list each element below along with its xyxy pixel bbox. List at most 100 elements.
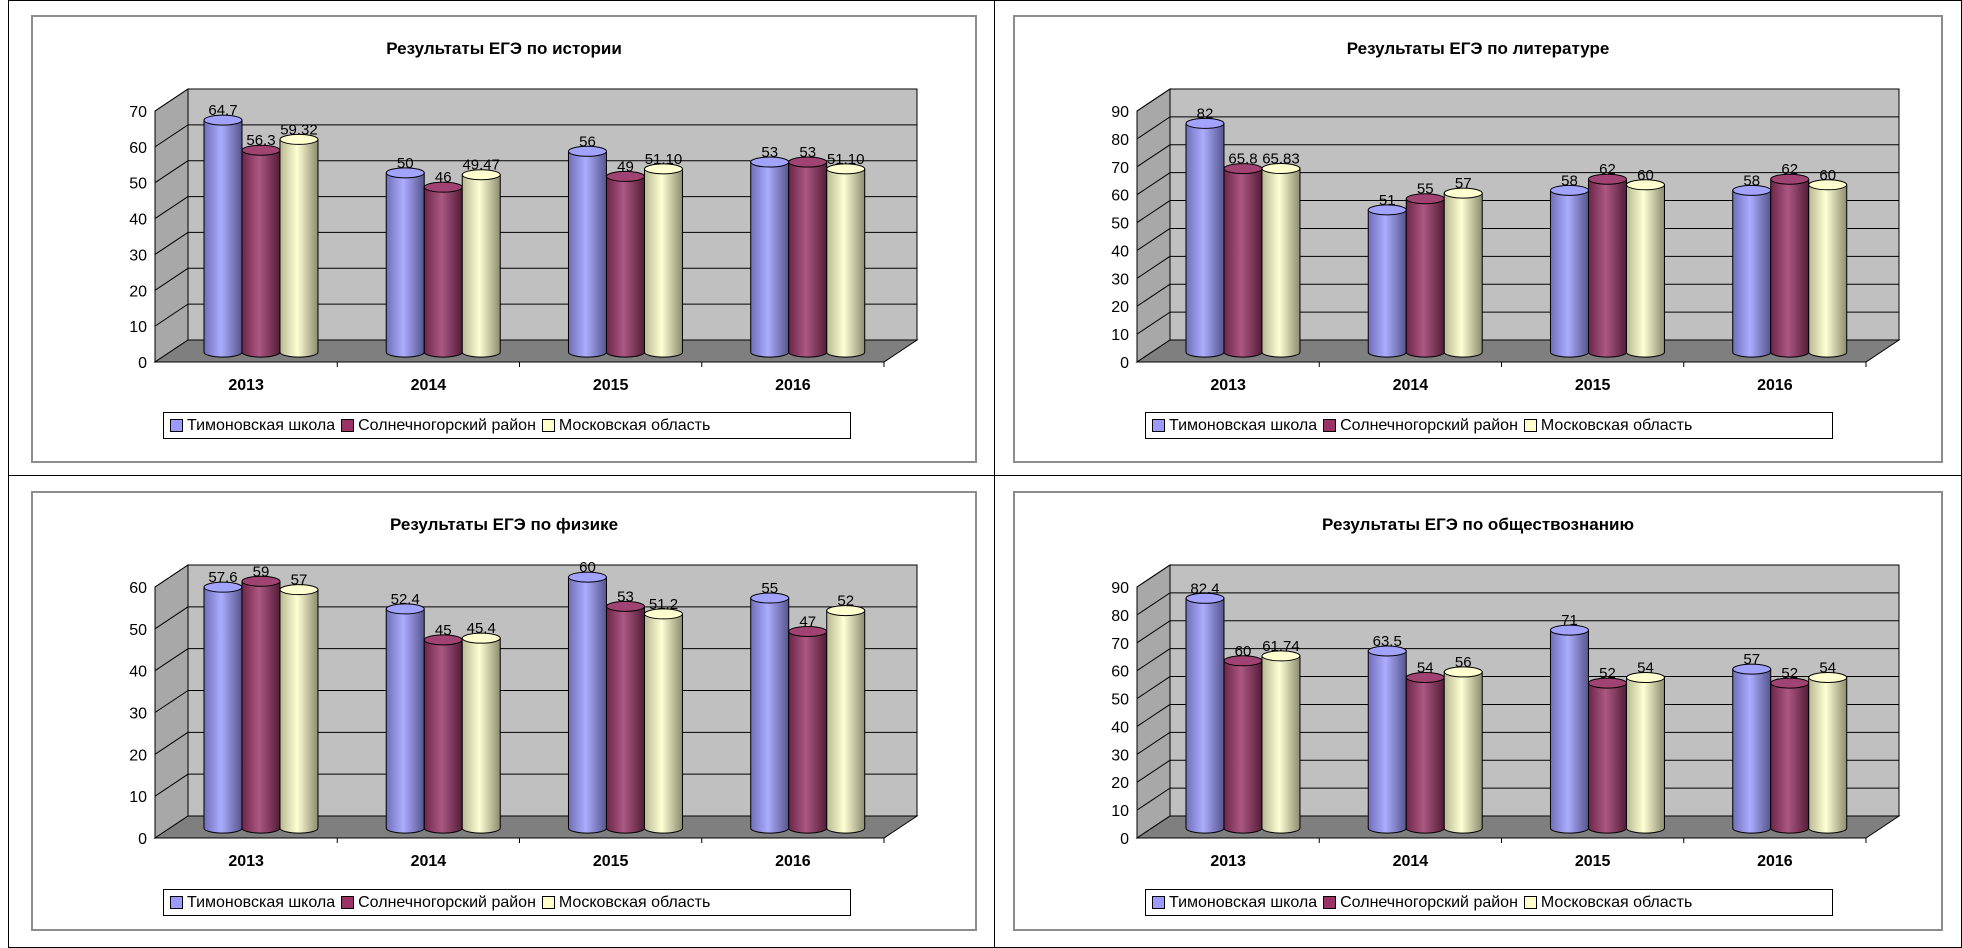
bar-top (1549, 624, 1589, 636)
legend-swatch-school (1152, 419, 1165, 432)
bar (750, 161, 790, 358)
bar-top (1443, 187, 1483, 199)
plot-side-wall (1136, 564, 1171, 839)
legend-item-district: Солнечногорский район (1323, 417, 1518, 435)
data-label: 46 (435, 169, 452, 186)
bar (1223, 660, 1263, 834)
y-tick-label: 0 (1120, 831, 1129, 848)
y-tick-label: 10 (1111, 803, 1129, 820)
y-tick-label: 80 (1111, 608, 1129, 625)
bar (203, 119, 243, 358)
legend-swatch-region (1523, 896, 1537, 909)
gridline-side (154, 160, 189, 184)
bar-top (788, 156, 828, 168)
bar (1770, 178, 1810, 358)
bar-top (1808, 179, 1848, 191)
data-label: 54 (1819, 660, 1836, 677)
bar-top (1443, 666, 1483, 678)
data-label: 51.10 (827, 151, 865, 168)
chart-frame-history: Результаты ЕГЭ по истории 0 10 20 30 40 50 60 7… (31, 15, 977, 463)
bar-top (279, 133, 319, 145)
legend-item-district: Солнечногорский район (341, 894, 536, 912)
gridline-side (1136, 564, 1171, 588)
y-tick-label: 40 (129, 664, 147, 681)
gridline-side (154, 773, 189, 797)
bar-top (385, 167, 425, 179)
data-label: 60 (1637, 167, 1654, 184)
gridline-side (1136, 228, 1171, 251)
legend-label-school: Тимоновская школа (187, 893, 336, 911)
bar (605, 175, 645, 358)
bar-top (461, 169, 501, 181)
y-tick-label: 0 (138, 355, 147, 372)
data-label: 58 (1743, 172, 1760, 189)
x-tick-label: 2014 (1393, 853, 1429, 870)
gridline-side (1136, 592, 1171, 616)
bar-top (1185, 592, 1225, 604)
legend-item-region: Московская область (541, 417, 710, 435)
y-tick-label: 60 (1111, 664, 1129, 681)
bar (461, 174, 501, 358)
bar (567, 150, 607, 358)
legend-item-region: Московская область (1523, 417, 1692, 435)
data-label: 47 (799, 613, 816, 630)
y-tick-label: 20 (129, 283, 147, 300)
gridline-side (1136, 620, 1171, 644)
legend-swatch-district (341, 896, 355, 909)
chart-title-literature: Результаты ЕГЭ по литературе (1346, 39, 1610, 58)
chart-literature: 0 10 20 30 40 50 60 70 80 90 2013 82 65.8 65.83 2014 51… (1111, 88, 1901, 394)
y-tick-label: 10 (129, 319, 147, 336)
bar-top (385, 603, 425, 615)
legend-item-district: Солнечногорский район (1323, 894, 1518, 912)
y-tick-label: 40 (1111, 719, 1129, 736)
bar (1367, 209, 1407, 358)
legend-swatch-district (1323, 896, 1337, 909)
plot-side-wall (154, 88, 189, 363)
legend-label-school: Тимоновская школа (1169, 416, 1318, 434)
data-label: 54 (1417, 660, 1434, 677)
bar (1549, 629, 1589, 834)
gridline-side (1136, 88, 1171, 112)
bar-top (826, 163, 866, 175)
data-label: 65.83 (1262, 151, 1300, 168)
bar (643, 613, 683, 834)
bar (1405, 677, 1445, 834)
y-tick-label: 50 (129, 622, 147, 639)
y-tick-label: 30 (129, 706, 147, 723)
bar (567, 576, 607, 834)
bar-top (567, 145, 607, 157)
bar (385, 608, 425, 834)
legend-swatch-region (541, 419, 555, 432)
y-tick-label: 10 (1111, 327, 1129, 344)
bar (241, 580, 281, 834)
gridline-side (154, 267, 189, 291)
y-tick-label: 30 (1111, 271, 1129, 288)
data-label: 57 (1743, 651, 1760, 668)
data-label: 50 (397, 155, 414, 172)
bar (788, 630, 828, 834)
data-label: 71 (1561, 612, 1578, 629)
legend-label-district: Солнечногорский район (358, 416, 536, 434)
x-tick-label: 2013 (228, 377, 264, 394)
bar (1625, 677, 1665, 834)
bar-top (750, 592, 790, 604)
bar (1261, 655, 1301, 834)
bar (750, 597, 790, 834)
gridline-side (154, 731, 189, 755)
legend-history: Тимоновская школа Солнечногорский район … (163, 412, 851, 439)
legend-item-school: Тимоновская школа (1152, 417, 1317, 435)
x-tick-label: 2016 (775, 377, 811, 394)
bar (461, 637, 501, 834)
bar-top (1185, 117, 1225, 129)
x-tick-label: 2013 (1210, 377, 1246, 394)
x-tick-label: 2013 (228, 853, 264, 870)
legend-swatch-region (1523, 419, 1537, 432)
bar (423, 186, 463, 358)
bar-top (1367, 645, 1407, 657)
y-tick-label: 40 (1111, 243, 1129, 260)
bar-top (1625, 179, 1665, 191)
y-tick-label: 80 (1111, 132, 1129, 149)
data-label: 82.4 (1190, 580, 1219, 597)
gridline-side (1136, 704, 1171, 727)
bar (1732, 668, 1772, 834)
